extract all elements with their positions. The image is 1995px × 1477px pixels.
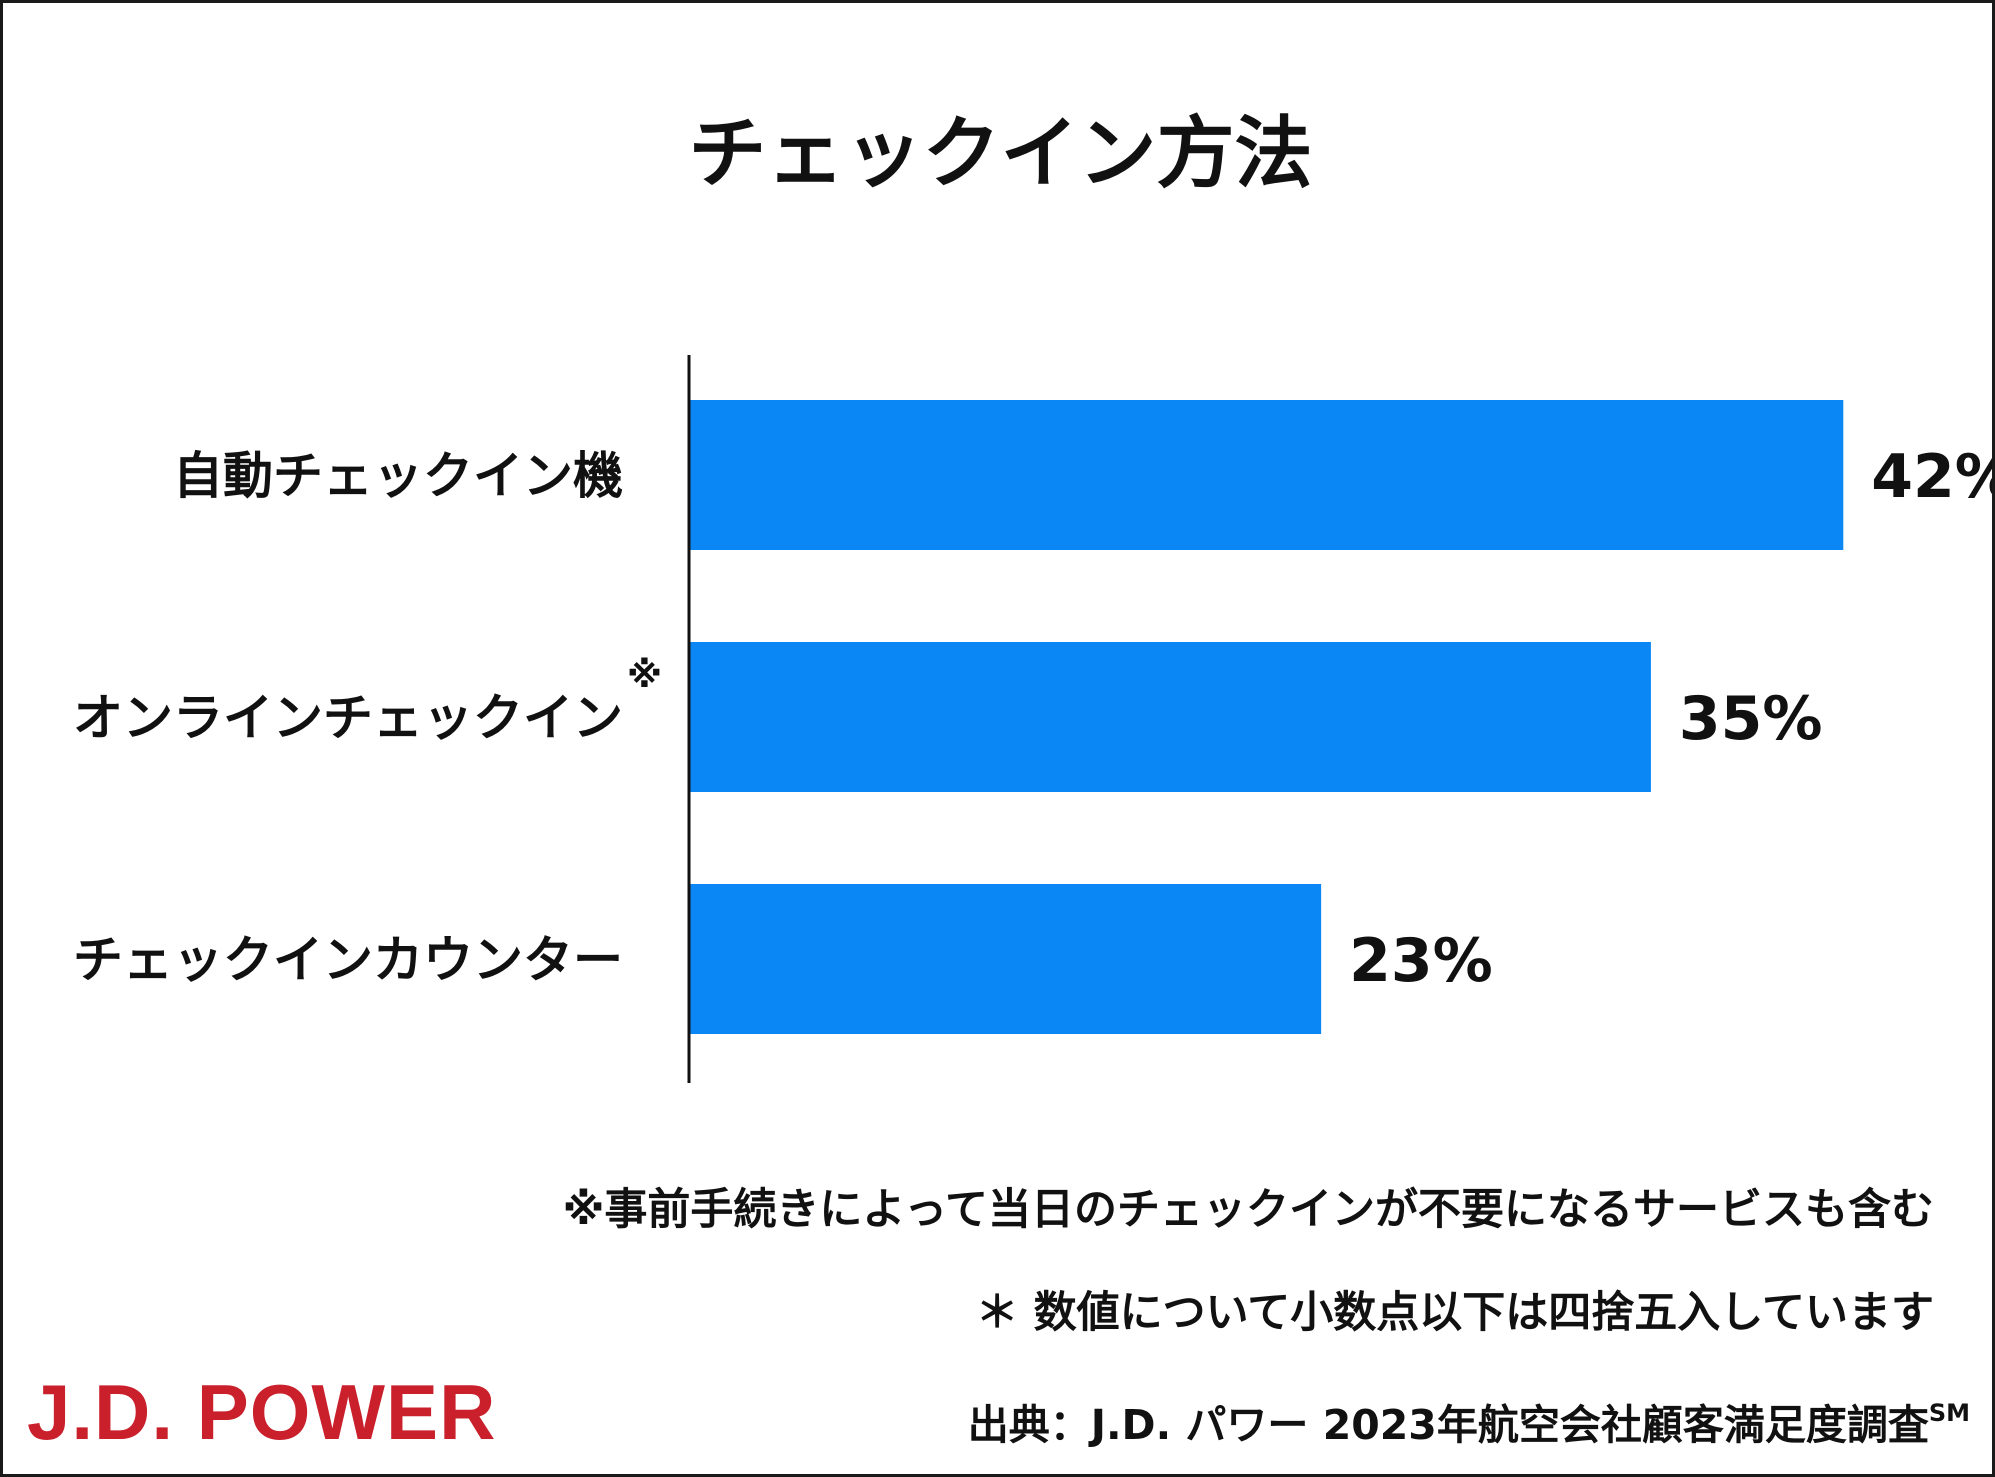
rounding-footnote: ＊ 数値について小数点以下は四捨五入しています bbox=[975, 1288, 1934, 1338]
source-label: 出典：J.D. パワー 2023年航空会社顧客満足度調査 bbox=[967, 1401, 1929, 1449]
bar-1 bbox=[689, 400, 1844, 550]
category-label-2: オンラインチェックイン bbox=[73, 689, 623, 747]
asterisk-footnote: ※事前手続きによって当日のチェックインが不要になるサービスも含む bbox=[562, 1185, 1934, 1235]
value-label-1: 42% bbox=[1871, 442, 1992, 512]
category-footnote-mark-2: ※ bbox=[627, 655, 662, 696]
bar-2 bbox=[689, 642, 1651, 792]
chart-title: チェックイン方法 bbox=[688, 109, 1313, 199]
service-mark: SM bbox=[1928, 1399, 1970, 1427]
jd-power-logo: J.D. POWER bbox=[27, 1368, 497, 1456]
value-label-3: 23% bbox=[1349, 926, 1493, 996]
bar-3 bbox=[689, 884, 1322, 1034]
bar-chart: 42% 自動チェックイン機 35% オンラインチェックイン※ 23% チェックインカウンタ… bbox=[73, 355, 1992, 1083]
value-label-2: 35% bbox=[1679, 684, 1823, 754]
source-text: 出典：J.D. パワー 2023年航空会社顧客満足度調査SM bbox=[968, 1391, 1970, 1451]
category-label-1: 自動チェックイン機 bbox=[173, 447, 623, 505]
category-label-3: チェックインカウンター bbox=[73, 931, 623, 989]
